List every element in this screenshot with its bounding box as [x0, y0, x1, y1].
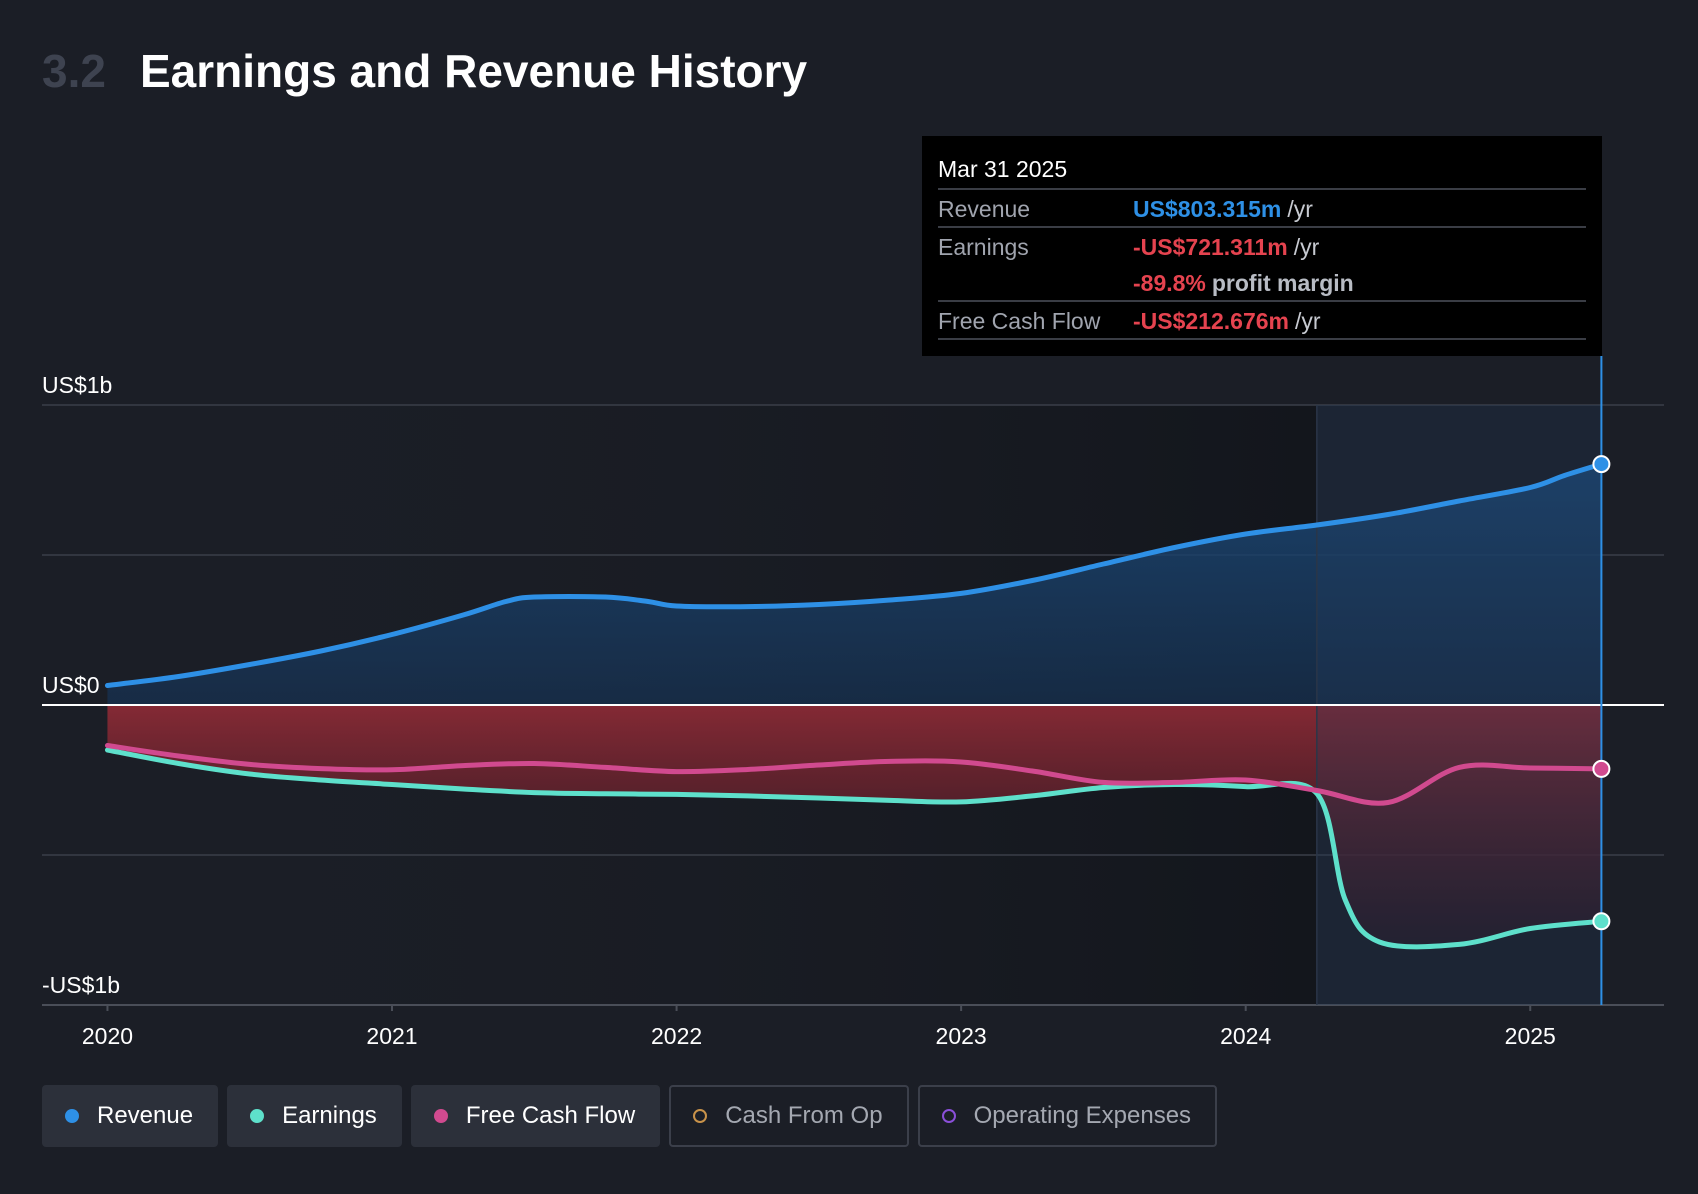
tooltip-fcf-value: -US$212.676m: [1133, 308, 1289, 334]
legend-operating-expenses-label: Operating Expenses: [973, 1102, 1192, 1129]
legend-free-cash-flow[interactable]: Free Cash Flow: [410, 1085, 661, 1147]
series-line-free-cash-flow: [104, 743, 1604, 806]
tooltip-earnings-value: -US$721.311m: [1133, 234, 1288, 260]
x-tick-label: 2025: [1505, 1023, 1556, 1049]
y-tick-label: -US$1b: [42, 972, 120, 998]
y-tick-label: US$0: [42, 672, 100, 698]
legend-revenue-label: Revenue: [97, 1102, 194, 1129]
y-tick-label: US$1b: [42, 372, 112, 398]
tooltip-fcf-unit: /yr: [1295, 308, 1321, 334]
tooltip-revenue-row: Revenue US$803.315m /yr: [938, 190, 1586, 228]
tooltip-fcf-label: Free Cash Flow: [938, 308, 1101, 334]
legend-earnings-label: Earnings: [282, 1102, 377, 1129]
cash-from-op-ring-icon: [693, 1109, 708, 1123]
operating-expenses-ring-icon: [941, 1109, 956, 1123]
chart-legend: Revenue Earnings Free Cash Flow Cash Fro…: [42, 1085, 1226, 1147]
series-line-earnings: [104, 747, 1604, 950]
tooltip-date: Mar 31 2025: [938, 152, 1586, 190]
revenue-dot-icon: [65, 1109, 79, 1123]
earnings-dot-icon: [250, 1109, 265, 1123]
tooltip-margin-label: profit margin: [1211, 270, 1354, 296]
marker-free-cash-flow: [1592, 759, 1611, 778]
tooltip-margin-row: -89.8% profit margin: [938, 264, 1586, 302]
x-tick-label: 2022: [651, 1023, 702, 1049]
legend-free-cash-flow-label: Free Cash Flow: [465, 1102, 636, 1129]
legend-earnings[interactable]: Earnings: [227, 1085, 402, 1147]
chart-tooltip: Mar 31 2025 Revenue US$803.315m /yr Earn…: [922, 136, 1602, 356]
tooltip-revenue-label: Revenue: [938, 196, 1031, 222]
revenue-area: [107, 464, 1602, 705]
page-title: Earnings and Revenue History: [139, 45, 808, 97]
series-line-revenue: [104, 461, 1604, 688]
tooltip-earnings-row: Earnings -US$721.311m /yr: [938, 228, 1586, 264]
legend-cash-from-op-label: Cash From Op: [725, 1102, 883, 1129]
legend-operating-expenses[interactable]: Operating Expenses: [917, 1085, 1218, 1147]
section-number: 3.2: [42, 45, 106, 97]
x-tick-label: 2023: [936, 1023, 987, 1049]
free-cash-flow-dot-icon: [433, 1109, 448, 1123]
x-tick-label: 2024: [1220, 1023, 1271, 1049]
tooltip-earnings-unit: /yr: [1293, 234, 1320, 260]
tooltip-margin-value: -89.8%: [1133, 270, 1206, 296]
header: 3.2 Earnings and Revenue History: [42, 44, 807, 98]
marker-earnings: [1592, 912, 1611, 931]
tooltip-fcf-row: Free Cash Flow -US$212.676m /yr: [938, 302, 1586, 340]
tooltip-revenue-unit: /yr: [1287, 196, 1313, 222]
tooltip-earnings-label: Earnings: [938, 234, 1029, 260]
legend-cash-from-op[interactable]: Cash From Op: [669, 1085, 909, 1147]
x-tick-label: 2021: [366, 1023, 417, 1049]
legend-revenue[interactable]: Revenue: [42, 1085, 219, 1147]
marker-revenue: [1592, 455, 1611, 474]
tooltip-revenue-value: US$803.315m: [1133, 196, 1282, 222]
x-tick-label: 2020: [82, 1023, 133, 1049]
